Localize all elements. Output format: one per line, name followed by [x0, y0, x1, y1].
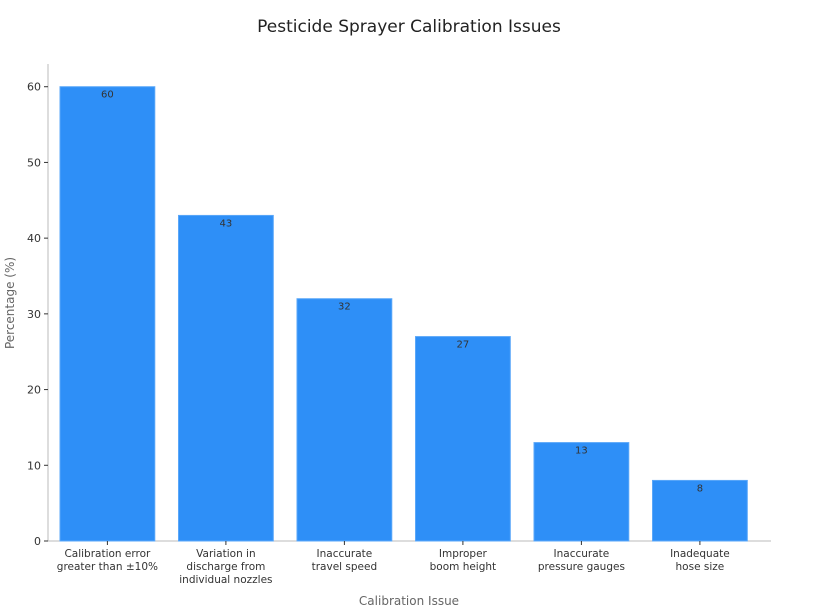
bar-value-label: 32 — [338, 302, 351, 313]
y-tick-label: 10 — [27, 459, 41, 472]
bar-value-label: 8 — [697, 483, 703, 494]
y-tick-label: 0 — [34, 535, 41, 548]
bar — [533, 442, 630, 542]
bar — [652, 479, 748, 542]
bar-value-label: 43 — [220, 218, 233, 229]
x-tick-label: Inadequate hose size — [670, 548, 730, 573]
x-tick-label: Improper boom height — [430, 548, 497, 573]
chart-title: Pesticide Sprayer Calibration Issues — [257, 17, 561, 37]
y-axis-label: Percentage (%) — [3, 257, 17, 349]
bar — [178, 214, 274, 542]
bar-value-label: 60 — [101, 90, 114, 101]
x-tick-label: Inaccurate pressure gauges — [538, 548, 625, 573]
y-tick-label: 20 — [27, 384, 41, 397]
bar-value-label: 27 — [457, 340, 470, 351]
bar — [296, 298, 393, 542]
y-tick-label: 40 — [27, 232, 41, 245]
x-axis-label: Calibration Issue — [359, 594, 459, 608]
y-tick-label: 50 — [27, 156, 41, 169]
bar — [59, 86, 156, 542]
x-tick-label: Inaccurate travel speed — [312, 548, 378, 573]
x-tick-label: Calibration error greater than ±10% — [57, 548, 158, 573]
bar — [415, 336, 511, 542]
y-tick-label: 30 — [27, 308, 41, 321]
bar-value-label: 13 — [575, 446, 588, 457]
x-tick-label: Variation in discharge from individual noz… — [179, 548, 272, 586]
plot-area: 0 10 20 30 40 50 60 60 Calibration error greater … — [27, 64, 771, 586]
y-tick-label: 60 — [27, 81, 41, 94]
